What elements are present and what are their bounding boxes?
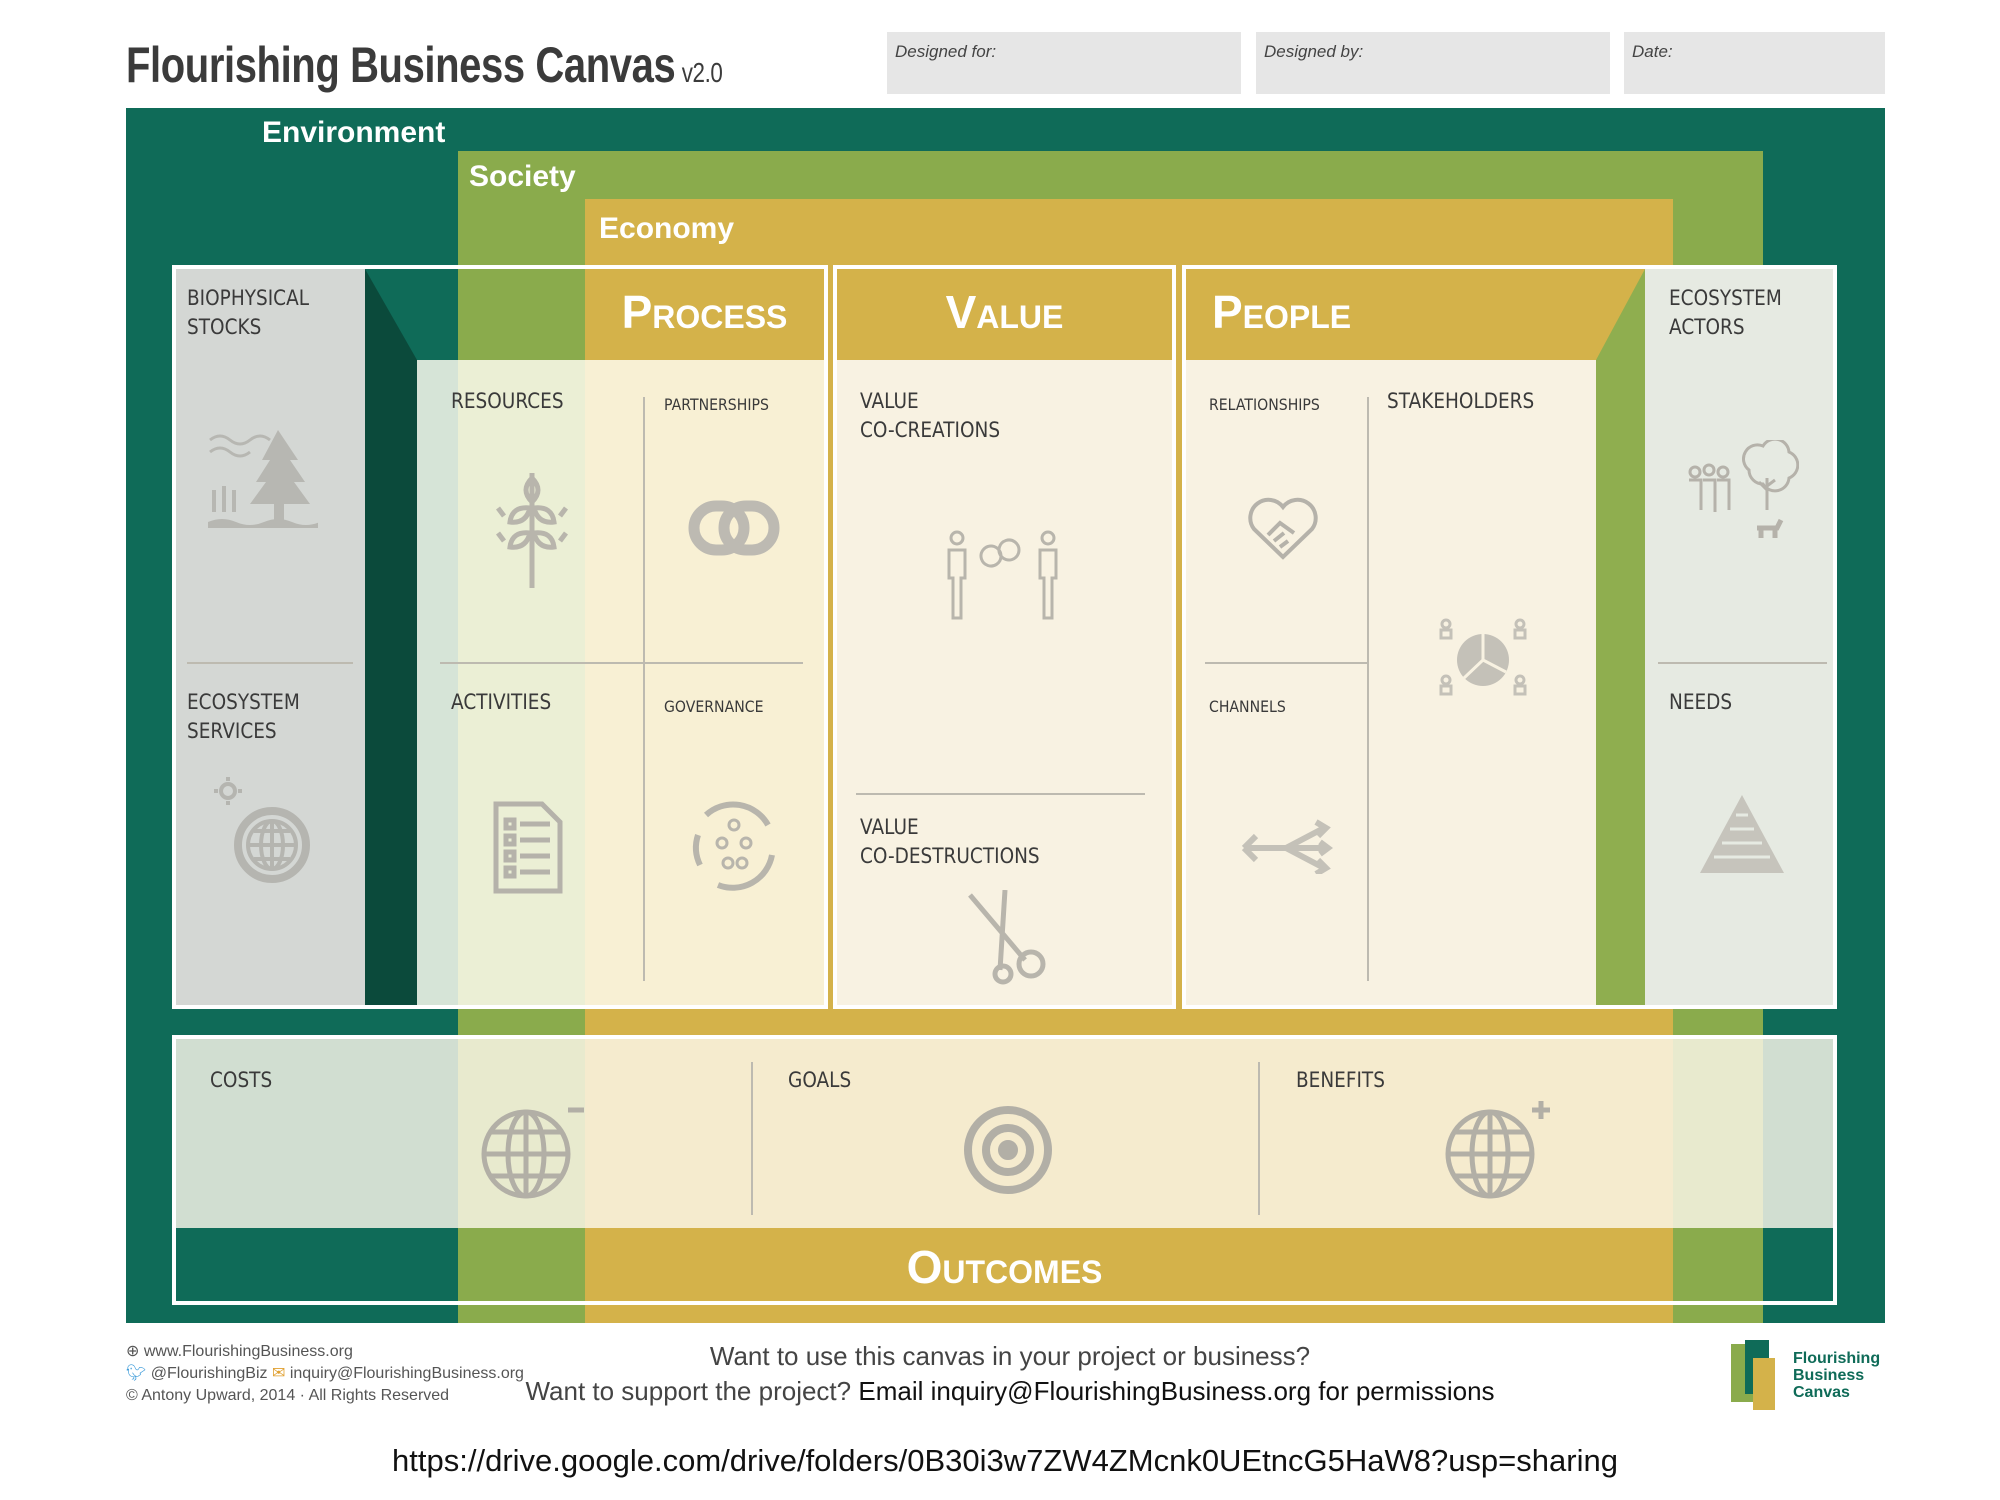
earth-cycle-icon <box>212 775 322 895</box>
goals-label: GOALS <box>788 1068 852 1092</box>
page-title: Flourishing Business Canvas v2.0 <box>126 36 723 94</box>
channels-arrows-icon <box>1236 818 1336 874</box>
environment-label: Environment <box>262 116 446 149</box>
stakeholders-pie-icon <box>1438 618 1528 703</box>
divider <box>187 662 353 664</box>
forest-landscape-icon <box>208 430 318 530</box>
email-link[interactable]: inquiry@FlourishingBusiness.org <box>289 1365 524 1382</box>
activities-label: ACTIVITIES <box>451 690 552 714</box>
divider <box>856 793 1145 795</box>
value-people-separator <box>1172 265 1186 1009</box>
process-content <box>417 360 824 1005</box>
logo-text: Flourishing Business Canvas <box>1793 1350 1881 1401</box>
title-text: Flourishing Business Canvas <box>126 37 676 93</box>
globe-plus-icon <box>1444 1096 1554 1206</box>
governance-label: GOVERNANCE <box>664 697 764 716</box>
value-header: Value <box>945 286 1064 338</box>
globe-minus-icon <box>480 1096 590 1206</box>
value-co-creations-label: VALUE CO-CREATIONS <box>860 389 1001 442</box>
people-header: People <box>1212 286 1352 338</box>
ecosystem-actors-people-tree-icon <box>1687 440 1799 540</box>
twitter-bird-icon: 🐦︎ <box>126 1365 151 1382</box>
outcomes-content <box>176 1039 1833 1228</box>
stakeholders-label: STAKEHOLDERS <box>1387 389 1535 413</box>
date-field[interactable]: Date: <box>1624 32 1885 94</box>
biophysical-stocks-label: BIOPHYSICAL STOCKS <box>187 286 310 339</box>
ecosystem-actors-column <box>1645 269 1833 1005</box>
designed-by-field[interactable]: Designed by: <box>1256 32 1610 94</box>
divider <box>1258 1062 1260 1215</box>
society-strip <box>1596 269 1645 1005</box>
main-frame <box>172 265 1837 1009</box>
needs-label: NEEDS <box>1669 690 1733 714</box>
drive-url[interactable]: https://drive.google.com/drive/folders/0… <box>392 1443 1618 1478</box>
divider <box>1658 662 1827 664</box>
divider <box>1205 662 1367 664</box>
footer-cta: Want to use this canvas in your project … <box>500 1339 1520 1409</box>
process-value-separator <box>824 265 837 1009</box>
economy-label: Economy <box>599 212 735 245</box>
twitter-link[interactable]: @FlourishingBiz <box>150 1365 268 1382</box>
dark-strip <box>365 269 417 1005</box>
heart-handshake-icon <box>1248 495 1318 561</box>
wheat-icon <box>490 468 575 593</box>
divider <box>440 662 803 664</box>
checklist-document-icon <box>492 800 564 895</box>
ecosystem-actors-label: ECOSYSTEM ACTORS <box>1669 286 1782 339</box>
envelope-icon: ✉ <box>271 1365 290 1382</box>
cta-line-2: Want to support the project? Email inqui… <box>500 1374 1520 1409</box>
value-co-creation-people-icon <box>945 530 1060 620</box>
resources-label: RESOURCES <box>451 389 564 413</box>
flourishing-logo: Flourishing Business Canvas <box>1731 1340 1891 1410</box>
globe-icon: ⊕ <box>126 1343 144 1360</box>
footer-contact: ⊕ www.FlourishingBusiness.org 🐦︎ @Flouri… <box>126 1341 524 1407</box>
divider <box>1367 397 1369 981</box>
outcomes-header: Outcomes <box>906 1241 1103 1293</box>
copyright: © Antony Upward, 2014 · All Rights Reser… <box>126 1387 450 1404</box>
designed-for-field[interactable]: Designed for: <box>887 32 1241 94</box>
ecosystem-services-label: ECOSYSTEM SERVICES <box>187 690 300 743</box>
website-link[interactable]: www.FlourishingBusiness.org <box>143 1343 353 1360</box>
social-row: 🐦︎ @FlourishingBiz ✉ inquiry@Flourishing… <box>126 1363 524 1385</box>
society-label: Society <box>469 160 576 193</box>
website-row: ⊕ www.FlourishingBusiness.org <box>126 1341 524 1363</box>
chain-link-icon <box>688 500 780 556</box>
target-icon <box>962 1104 1054 1196</box>
partnerships-label: PARTNERSHIPS <box>664 395 769 414</box>
divider <box>643 397 645 981</box>
benefits-label: BENEFITS <box>1296 1068 1385 1092</box>
relationships-label: RELATIONSHIPS <box>1209 395 1320 414</box>
process-header: Process <box>621 286 788 338</box>
outcomes-panel <box>172 1035 1837 1305</box>
cta-line-1: Want to use this canvas in your project … <box>709 1341 1311 1371</box>
cta-question: Want to support the project? <box>525 1376 852 1406</box>
channels-label: CHANNELS <box>1209 697 1286 716</box>
value-co-destructions-label: VALUE CO-DESTRUCTIONS <box>860 815 1040 868</box>
divider <box>751 1062 753 1215</box>
cta-permissions: Email inquiry@FlourishingBusiness.org fo… <box>858 1376 1495 1406</box>
governance-cycle-icon <box>688 795 780 895</box>
costs-label: COSTS <box>210 1068 273 1092</box>
needs-pyramid-icon <box>1700 795 1784 875</box>
scissors-icon <box>965 890 1055 985</box>
people-content <box>1186 360 1596 1005</box>
version-label: v2.0 <box>681 57 723 88</box>
